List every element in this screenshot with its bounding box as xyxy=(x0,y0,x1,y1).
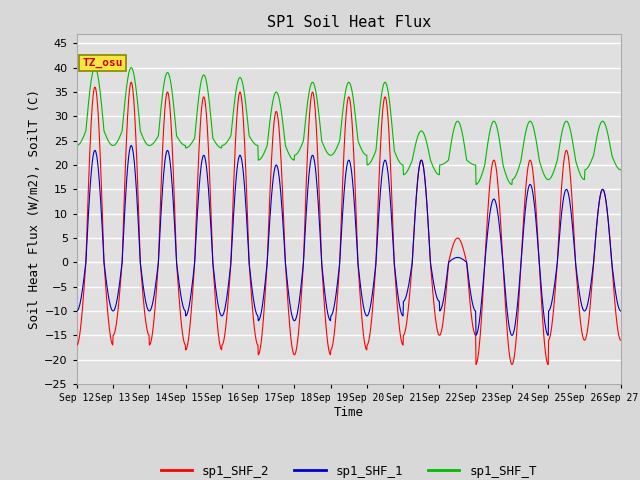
Legend: sp1_SHF_2, sp1_SHF_1, sp1_SHF_T: sp1_SHF_2, sp1_SHF_1, sp1_SHF_T xyxy=(156,460,542,480)
Y-axis label: Soil Heat Flux (W/m2), SoilT (C): Soil Heat Flux (W/m2), SoilT (C) xyxy=(29,89,42,329)
Text: TZ_osu: TZ_osu xyxy=(82,58,123,68)
X-axis label: Time: Time xyxy=(334,406,364,419)
Title: SP1 Soil Heat Flux: SP1 Soil Heat Flux xyxy=(267,15,431,30)
